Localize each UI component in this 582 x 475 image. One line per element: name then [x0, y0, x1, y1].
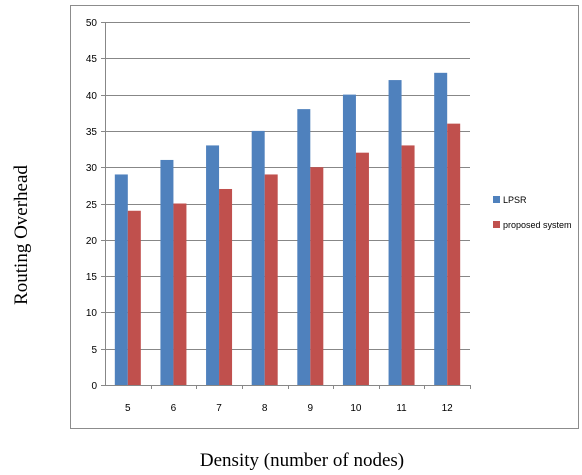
- y-tick-label: 25: [86, 200, 98, 211]
- bar-proposed-system-9: [310, 167, 324, 385]
- y-tick-labels: 0 5 10 15 20 25 30 35 40 45 50: [86, 18, 98, 392]
- y-tick-label: 0: [91, 381, 97, 392]
- y-tick-label: 15: [86, 272, 98, 283]
- y-tick-label: 50: [86, 18, 98, 29]
- bar-proposed-system-10: [355, 152, 369, 385]
- bar-proposed-system-12: [447, 123, 461, 385]
- legend-label-lpsr: LPSR: [503, 195, 527, 205]
- legend-label-proposed-system: proposed system: [503, 220, 572, 230]
- bar-proposed-system-5: [127, 210, 141, 385]
- x-tick-labels: 5 6 7 8 9 10 11 12: [125, 403, 453, 414]
- y-tick-label: 45: [86, 54, 98, 65]
- legend: LPSR proposed system: [493, 195, 572, 230]
- bar-lpsr-7: [206, 145, 220, 385]
- bar-lpsr-5: [114, 174, 128, 385]
- y-tick-label: 35: [86, 127, 98, 138]
- bar-lpsr-11: [388, 80, 402, 385]
- bar-lpsr-12: [434, 72, 448, 385]
- x-tick-label: 7: [216, 403, 222, 414]
- bar-lpsr-6: [160, 159, 174, 385]
- y-tick-label: 10: [86, 308, 98, 319]
- bar-lpsr-10: [342, 94, 356, 385]
- x-tick-label: 8: [262, 403, 268, 414]
- x-axis-label: Density (number of nodes): [200, 450, 404, 471]
- axes: [101, 22, 471, 389]
- y-tick-label: 20: [86, 236, 98, 247]
- x-tick-label: 6: [171, 403, 177, 414]
- legend-swatch-lpsr: [493, 196, 500, 203]
- y-axis-label: Routing Overhead: [11, 165, 32, 305]
- bar-lpsr-8: [251, 130, 265, 385]
- x-tick-label: 11: [396, 403, 407, 414]
- x-tick-label: 9: [308, 403, 314, 414]
- bar-proposed-system-8: [264, 174, 278, 385]
- legend-swatch-proposed-system: [493, 221, 500, 228]
- y-tick-label: 40: [86, 91, 98, 102]
- y-tick-label: 30: [86, 163, 98, 174]
- x-tick-label: 10: [350, 403, 362, 414]
- bar-proposed-system-6: [173, 203, 187, 385]
- y-tick-label: 5: [91, 345, 97, 356]
- chart-frame: [70, 5, 579, 429]
- x-tick-label: 5: [125, 403, 131, 414]
- x-tick-label: 12: [442, 403, 454, 414]
- bar-proposed-system-7: [219, 188, 233, 385]
- bar-proposed-system-11: [401, 145, 415, 385]
- bar-lpsr-9: [297, 109, 311, 386]
- bars: [114, 72, 461, 386]
